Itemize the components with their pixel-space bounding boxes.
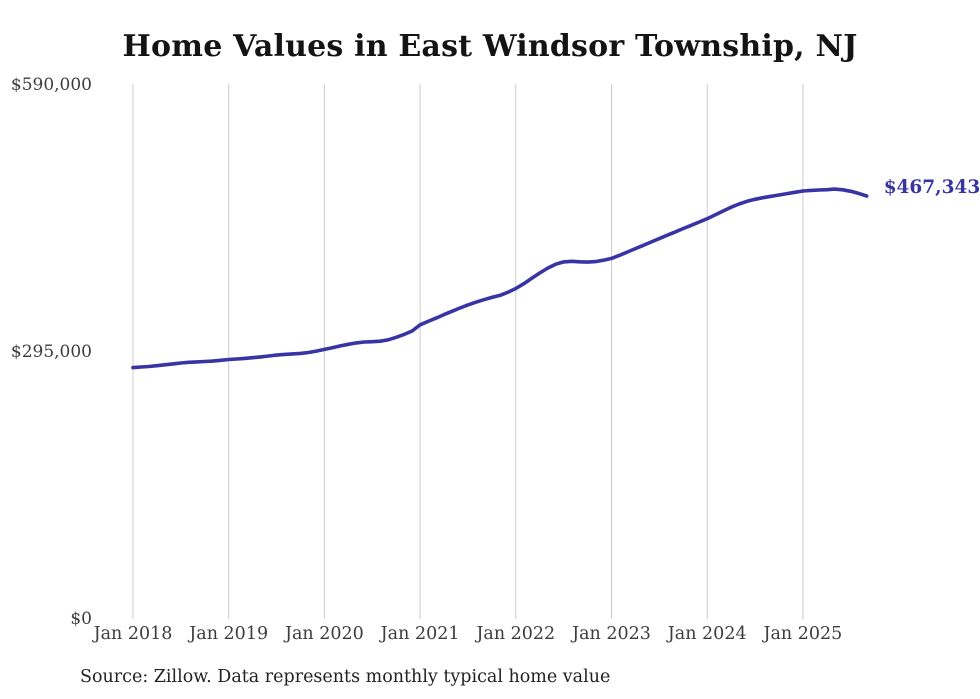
latest-value-label: $467,343 (883, 177, 980, 198)
x-axis-label-jan-2022: Jan 2022 (476, 624, 556, 644)
x-axis-label-jan-2018: Jan 2018 (93, 624, 173, 644)
x-axis-label-jan-2019: Jan 2019 (189, 624, 269, 644)
y-axis-label-295000: $295,000 (10, 342, 92, 362)
x-axis-label-jan-2021: Jan 2021 (380, 624, 460, 644)
source-note: Source: Zillow. Data represents monthly … (80, 667, 611, 687)
home-value-line (131, 187, 869, 370)
x-axis-label-jan-2023: Jan 2023 (572, 624, 651, 644)
y-axis-label-590000: $590,000 (10, 75, 92, 95)
x-axis-label-jan-2025: Jan 2025 (763, 624, 843, 644)
y-axis-label-0: $0 (70, 609, 92, 629)
chart-title: Home Values in East Windsor Township, NJ (122, 29, 858, 64)
x-axis-label-jan-2024: Jan 2024 (667, 624, 747, 644)
x-axis-label-jan-2020: Jan 2020 (284, 624, 364, 644)
